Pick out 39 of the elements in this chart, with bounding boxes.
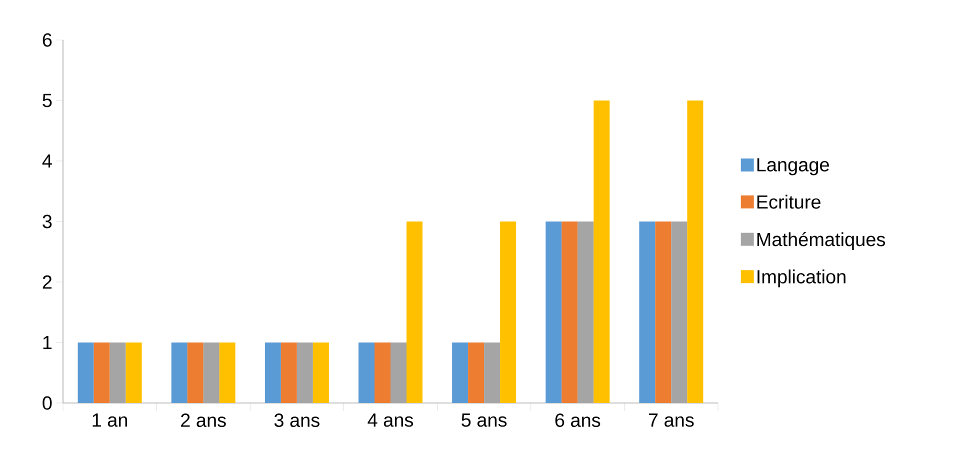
legend-label: Ecriture <box>757 194 820 209</box>
x-tick-label: 3 ans <box>274 414 320 427</box>
y-tick-label: 6 <box>42 33 52 47</box>
y-tick-label: 5 <box>42 94 52 108</box>
x-tick-label: 6 ans <box>555 414 600 427</box>
y-tick-label: 4 <box>42 154 52 168</box>
bar <box>187 342 204 403</box>
bar <box>358 342 374 403</box>
bar <box>126 342 142 403</box>
bar <box>264 342 281 403</box>
x-tick-label: 1 an <box>92 414 128 427</box>
y-tick-label: 0 <box>42 396 52 410</box>
bar <box>374 342 390 403</box>
x-tick-label: 5 ans <box>462 414 507 427</box>
bar <box>280 342 297 403</box>
bar <box>468 342 484 403</box>
bar <box>171 342 188 403</box>
bar <box>94 342 110 403</box>
y-tick-label: 3 <box>42 214 52 228</box>
bar <box>546 222 562 403</box>
y-tick-label: 2 <box>42 275 52 289</box>
bar <box>687 100 704 403</box>
bar <box>452 342 468 403</box>
bar <box>500 222 516 403</box>
legend-label: Langage <box>757 158 829 176</box>
bar <box>562 222 578 403</box>
bar <box>78 342 94 403</box>
bar <box>594 100 610 403</box>
bar <box>655 222 672 403</box>
bar <box>312 342 329 403</box>
x-tick-label: 2 ans <box>181 414 226 427</box>
x-tick-label: 7 ans <box>648 414 694 427</box>
legend-label: Mathématiques <box>757 232 886 250</box>
bar <box>406 222 422 403</box>
bar <box>219 342 236 403</box>
legend-label: Implication <box>758 270 846 288</box>
x-tick-label: 4 ans <box>368 414 414 427</box>
bar <box>639 222 656 403</box>
y-tick-label: 1 <box>43 336 52 350</box>
